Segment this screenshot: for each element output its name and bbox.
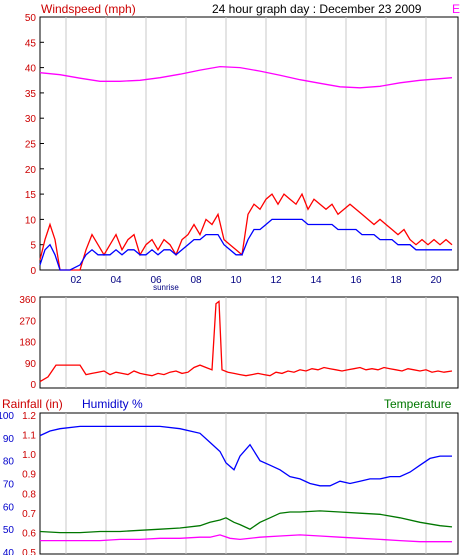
avg-wind-line <box>39 218 452 271</box>
hum-y-tick-label: 100 <box>0 411 14 422</box>
wind-y-tick-label: 40 <box>25 64 37 75</box>
dir-y-tick-label: 180 <box>19 338 36 349</box>
dewpoint-line <box>40 534 452 543</box>
hour-tick-label: 06 <box>150 275 162 286</box>
sunrise-label: sunrise <box>153 283 179 292</box>
rain-y-tick-label: 1.2 <box>22 411 36 422</box>
humidity-panel-frame <box>39 412 459 555</box>
wind-y-tick-label: 50 <box>25 13 37 24</box>
hum-y-tick-label: 40 <box>3 548 15 555</box>
gust-line <box>39 192 453 271</box>
wind-y-tick-label: 25 <box>25 140 37 151</box>
humidity-label: Humidity % <box>82 397 143 411</box>
hour-tick-label: 08 <box>190 275 202 286</box>
rain-y-tick-label: 1.1 <box>22 431 36 442</box>
rain-y-tick-label: 0.6 <box>22 528 36 539</box>
rain-y-tick-label: 0.9 <box>22 470 36 481</box>
graph-day-title: 24 hour graph day : December 23 2009 <box>212 2 422 16</box>
hour-tick-label: 02 <box>70 275 82 286</box>
hum-y-tick-label: 60 <box>3 502 15 513</box>
hour-tick-label: 20 <box>430 275 442 286</box>
dir-y-tick-label: 270 <box>19 316 36 327</box>
wind-y-tick-label: 45 <box>25 38 37 49</box>
hum-y-tick-label: 90 <box>3 434 15 445</box>
rain-y-tick-label: 0.8 <box>22 489 36 500</box>
barometer-line <box>39 65 453 89</box>
hum-y-tick-label: 80 <box>3 457 15 468</box>
hour-tick-label: 14 <box>310 275 322 286</box>
humidity-line <box>39 425 452 487</box>
wind-y-tick-label: 10 <box>25 215 37 226</box>
dir-y-tick-label: 90 <box>25 359 37 370</box>
dir-y-tick-label: 360 <box>19 295 36 306</box>
hour-tick-label: 18 <box>390 275 402 286</box>
hour-tick-label: 16 <box>350 275 362 286</box>
cut-legend-letter: E <box>452 2 460 16</box>
wind-y-tick-label: 0 <box>30 266 36 277</box>
wind-y-tick-label: 30 <box>25 114 37 125</box>
rainfall-label: Rainfall (in) <box>2 397 63 411</box>
direction-line <box>39 300 453 383</box>
hour-tick-label: 04 <box>110 275 122 286</box>
wind-y-tick-label: 35 <box>25 89 37 100</box>
direction-panel-frame <box>39 296 459 389</box>
wind-y-tick-label: 20 <box>25 165 37 176</box>
hour-tick-label: 12 <box>270 275 282 286</box>
hum-y-tick-label: 70 <box>3 480 15 491</box>
wind-y-tick-label: 15 <box>25 190 37 201</box>
temperature-line <box>39 510 453 534</box>
rain-y-tick-label: 1.0 <box>22 450 36 461</box>
rain-y-tick-label: 0.7 <box>22 509 36 520</box>
hum-y-tick-label: 50 <box>3 525 15 536</box>
temperature-label: Temperature <box>384 397 452 411</box>
wind-y-tick-label: 5 <box>30 241 36 252</box>
dir-y-tick-label: 0 <box>30 380 36 391</box>
windspeed-title: Windspeed (mph) <box>41 2 136 16</box>
hour-tick-label: 10 <box>230 275 242 286</box>
rain-y-tick-label: 0.5 <box>22 548 36 555</box>
